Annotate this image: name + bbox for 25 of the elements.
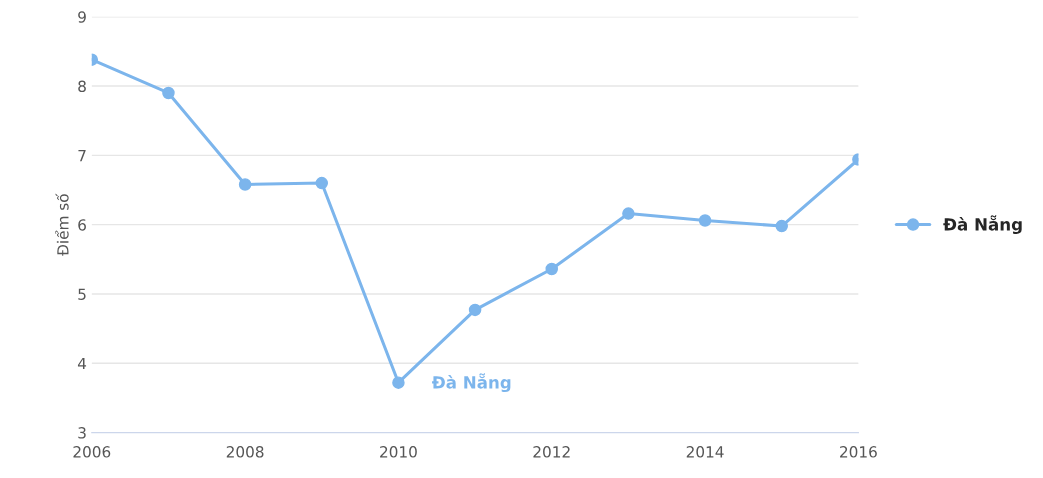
- y-tick-label: 5: [78, 288, 86, 300]
- y-tick-label: 8: [78, 80, 86, 93]
- x-tick-label: 2016: [840, 446, 877, 458]
- point: [238, 178, 252, 191]
- y-tick-label: 7: [78, 150, 86, 162]
- y-tick-label: 9: [78, 11, 86, 23]
- point: [392, 376, 405, 389]
- point: [162, 86, 175, 100]
- x-tick-label: 2006: [73, 446, 111, 458]
- point: [698, 214, 712, 227]
- x-tick-label: 2008: [226, 446, 264, 458]
- point: [545, 262, 558, 276]
- y-tick-label: 3: [78, 427, 86, 439]
- y-tick-label: 6: [78, 219, 86, 231]
- y-tick-label: 4: [77, 357, 87, 370]
- point: [775, 219, 788, 233]
- point: [468, 303, 482, 317]
- y-axis-title: Điểm số: [55, 193, 69, 256]
- x-tick-label: 2010: [380, 446, 417, 458]
- x-tick-label: 2012: [533, 446, 570, 458]
- x-tick-label: 2014: [686, 446, 724, 458]
- legend-label: Đà Nẵng: [943, 215, 1022, 235]
- point: [315, 176, 329, 190]
- point: [622, 207, 635, 220]
- annotation: Đà Nẵng: [432, 373, 511, 393]
